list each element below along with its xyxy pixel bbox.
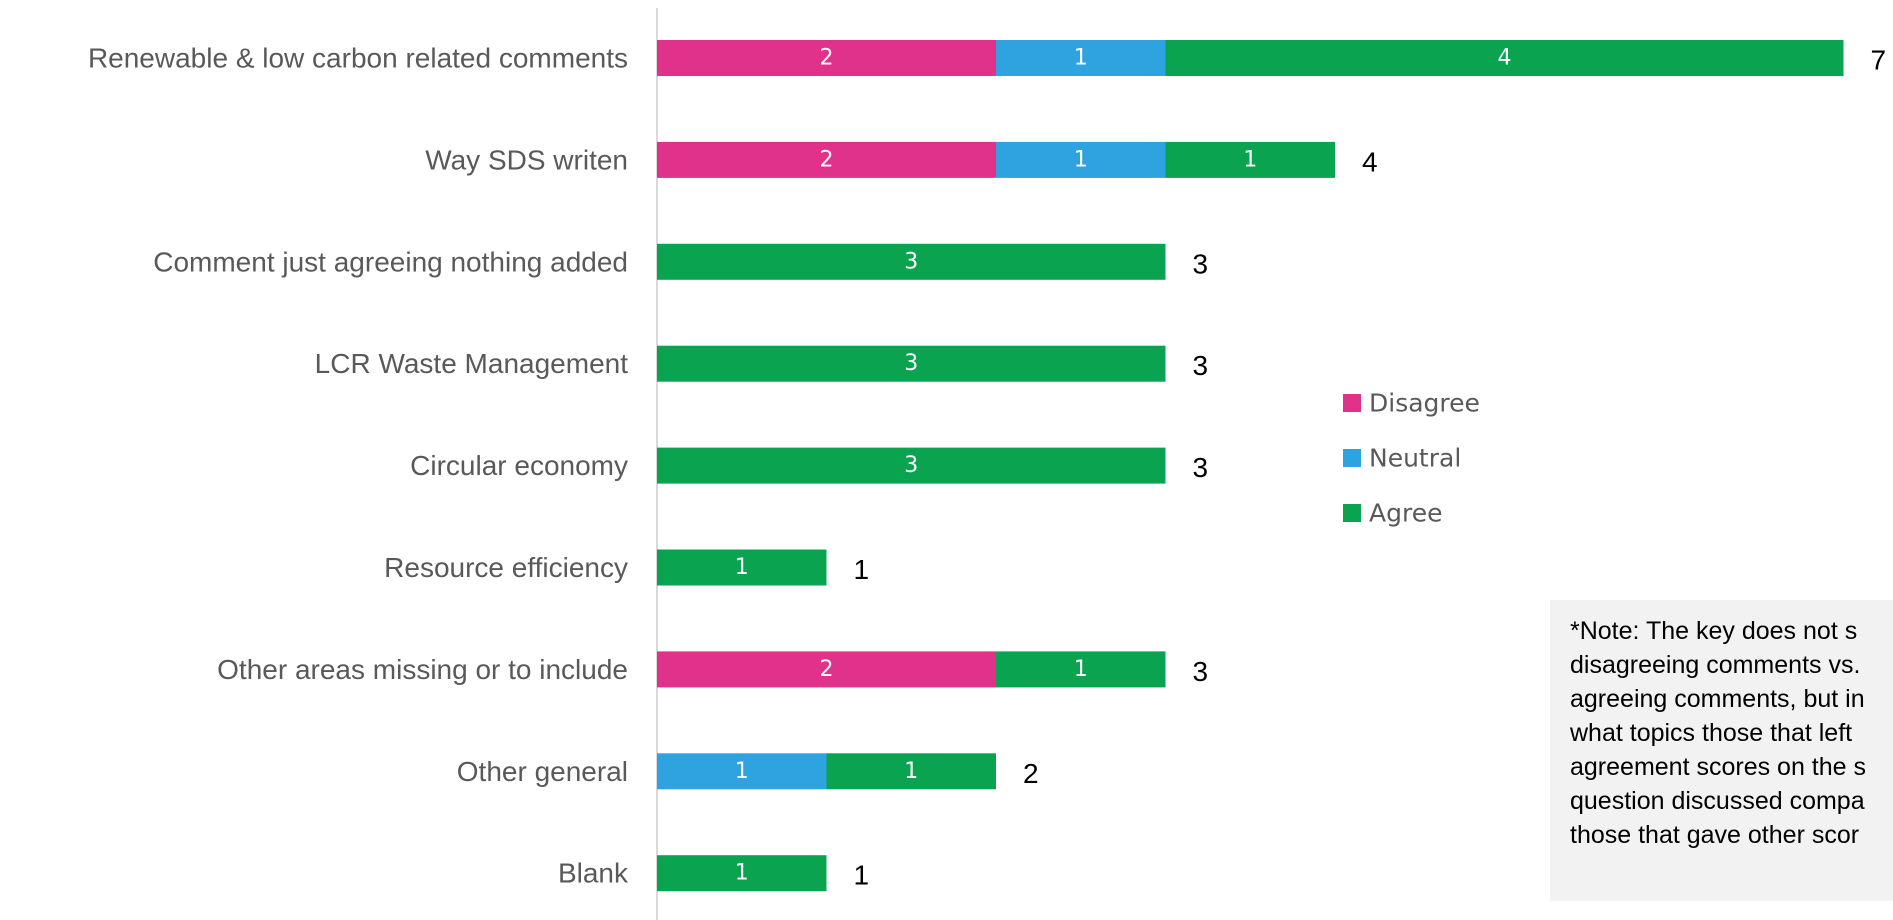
note-box: *Note: The key does not s disagreeing co… [1550, 600, 1893, 901]
total-value-label: 3 [1193, 656, 1209, 687]
category-label: Way SDS writen [425, 144, 628, 175]
segment-value-label: 1 [735, 555, 749, 580]
segment-value-label: 1 [735, 861, 749, 886]
segment-value-label: 2 [820, 46, 834, 71]
category-label: Resource efficiency [384, 552, 628, 583]
bar-segment-agree [657, 447, 1166, 484]
total-value-label: 1 [854, 860, 870, 891]
segment-value-label: 3 [904, 351, 918, 376]
bar-segment-agree [657, 345, 1166, 382]
category-label: Other areas missing or to include [217, 654, 628, 685]
segment-value-label: 1 [1074, 46, 1088, 71]
legend-swatch-disagree [1343, 394, 1361, 412]
bar-segment-neutral [657, 753, 827, 790]
bar-segment-agree [657, 855, 827, 892]
segment-value-label: 1 [904, 759, 918, 784]
legend-swatch-agree [1343, 504, 1361, 522]
category-label: LCR Waste Management [315, 348, 629, 379]
segment-value-label: 4 [1498, 46, 1512, 71]
bar-segment-agree [1165, 40, 1844, 76]
total-value-label: 3 [1193, 350, 1209, 381]
category-labels: Renewable & low carbon related comments W… [88, 43, 629, 889]
bar-segment-agree [996, 651, 1166, 688]
bar-segment-disagree [657, 141, 996, 178]
category-label: Renewable & low carbon related comments [88, 43, 628, 74]
segment-value-label: 3 [904, 453, 918, 478]
bar-segment-agree [657, 243, 1166, 280]
bar-segment-neutral [996, 40, 1166, 76]
total-value-label: 4 [1362, 146, 1378, 177]
segment-value-label: 1 [735, 759, 749, 784]
bar-segment-agree [1165, 141, 1335, 178]
legend-label-disagree: Disagree [1369, 389, 1480, 418]
bar-segment-disagree [657, 651, 996, 688]
segment-value-label: 1 [1074, 657, 1088, 682]
category-label: Blank [558, 858, 629, 889]
segment-value-label: 2 [820, 147, 834, 172]
legend-label-neutral: Neutral [1369, 444, 1461, 473]
bar-segment-disagree [657, 40, 996, 76]
total-value-label: 3 [1193, 452, 1209, 483]
total-labels: 7 4 3 3 3 1 3 2 1 [854, 45, 1887, 891]
category-label: Comment just agreeing nothing added [153, 246, 628, 277]
total-value-label: 7 [1871, 45, 1887, 76]
segment-value-label: 1 [1074, 147, 1088, 172]
bars: 2 1 4 2 1 1 3 3 3 1 2 1 1 1 1 [657, 40, 1844, 892]
legend: Disagree Neutral Agree [1343, 389, 1480, 528]
bar-segment-neutral [996, 141, 1166, 178]
legend-label-agree: Agree [1369, 499, 1442, 528]
segment-value-label: 3 [904, 249, 918, 274]
category-label: Other general [457, 756, 628, 787]
segment-value-label: 2 [820, 657, 834, 682]
total-value-label: 1 [854, 554, 870, 585]
legend-swatch-neutral [1343, 449, 1361, 467]
segment-value-label: 1 [1243, 147, 1257, 172]
total-value-label: 2 [1023, 758, 1039, 789]
bar-segment-agree [826, 753, 996, 790]
category-label: Circular economy [410, 450, 628, 481]
bar-segment-agree [657, 549, 827, 586]
total-value-label: 3 [1193, 248, 1209, 279]
